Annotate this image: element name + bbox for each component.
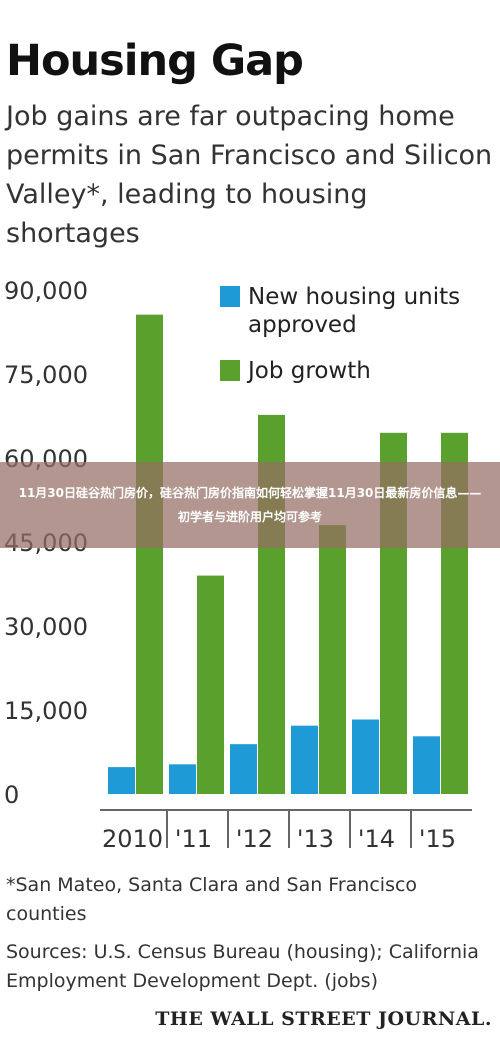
x-tick-label: '13 — [297, 825, 334, 853]
bar-housing-units — [413, 736, 440, 794]
x-tick-label: '14 — [358, 825, 395, 853]
bar-housing-units — [169, 764, 196, 794]
y-tick-label: 15,000 — [4, 697, 88, 725]
y-tick-label: 90,000 — [4, 277, 88, 305]
bar-job-growth — [197, 575, 224, 794]
y-tick-label: 30,000 — [4, 613, 88, 641]
overlay-banner: 11月30日硅谷热门房价，硅谷热门房价指南如何轻松掌握11月30日最新房价信息—… — [0, 462, 500, 548]
bar-housing-units — [230, 744, 257, 794]
x-tick-label: '12 — [236, 825, 273, 853]
x-axis-ticks: 2010 '11 '12 '13 '14 '15 — [102, 810, 456, 853]
x-tick-label: '11 — [175, 825, 212, 853]
chart-title: Housing Gap — [6, 36, 304, 86]
legend-label: New housing units — [248, 284, 460, 310]
bar-housing-units — [291, 725, 318, 794]
chart-bars — [108, 314, 468, 794]
legend-swatch-housing — [220, 286, 240, 307]
publisher-logo: THE WALL STREET JOURNAL. — [155, 1008, 492, 1030]
x-tick-label: '15 — [419, 825, 456, 853]
legend-label: Job growth — [246, 358, 371, 384]
bar-housing-units — [108, 767, 135, 794]
chart-sources: Sources: U.S. Census Bureau (housing); C… — [6, 941, 479, 992]
legend-swatch-jobs — [220, 360, 240, 381]
overlay-banner-text: 11月30日硅谷热门房价，硅谷热门房价指南如何轻松掌握11月30日最新房价信息—… — [18, 486, 482, 524]
bar-job-growth — [136, 314, 163, 794]
legend-label: approved — [248, 312, 357, 338]
chart-footnote: *San Mateo, Santa Clara and San Francisc… — [6, 874, 418, 925]
y-tick-label: 75,000 — [4, 361, 88, 389]
bar-housing-units — [352, 719, 379, 794]
y-tick-label: 0 — [4, 781, 19, 809]
bar-job-growth — [319, 525, 346, 794]
x-tick-label: 2010 — [102, 825, 163, 853]
chart-subtitle: Job gains are far outpacing home permits… — [6, 101, 493, 249]
